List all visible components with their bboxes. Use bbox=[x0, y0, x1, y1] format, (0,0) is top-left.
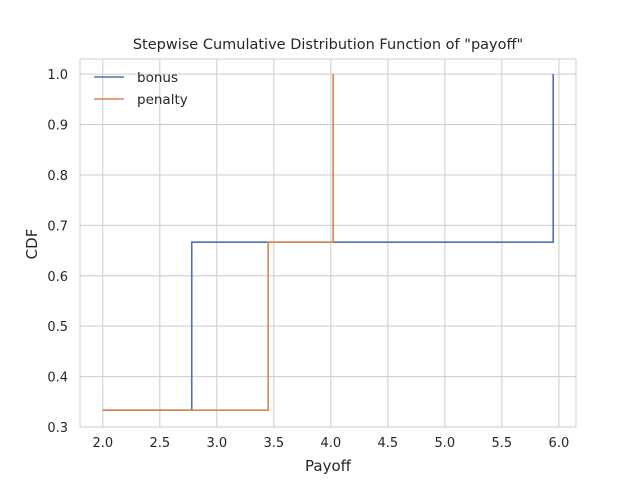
x-tick-label: 2.5 bbox=[149, 436, 170, 451]
tick-layer: 2.0 2.5 3.0 3.5 4.0 4.5 5.0 5.5 6.0 0.3 0.4 0.5 0.6 0… bbox=[47, 68, 569, 451]
legend: bonus penalty bbox=[94, 70, 188, 108]
y-tick-label: 0.9 bbox=[47, 119, 68, 134]
y-tick-label: 0.8 bbox=[47, 169, 68, 184]
legend-label-bonus: bonus bbox=[137, 70, 178, 86]
y-tick-label: 0.5 bbox=[47, 320, 68, 335]
x-tick-label: 6.0 bbox=[549, 436, 570, 451]
series-layer bbox=[102, 74, 555, 412]
x-tick-label: 3.0 bbox=[206, 436, 227, 451]
y-tick-label: 0.7 bbox=[47, 219, 68, 234]
chart-title: Stepwise Cumulative Distribution Functio… bbox=[133, 37, 523, 53]
y-tick-label: 0.4 bbox=[47, 371, 68, 386]
x-tick-label: 5.5 bbox=[492, 436, 513, 451]
y-axis-label: CDF bbox=[23, 229, 41, 260]
y-tick-label: 0.3 bbox=[47, 421, 68, 436]
series-line-penalty bbox=[102, 74, 334, 412]
x-tick-label: 5.0 bbox=[435, 436, 456, 451]
x-tick-label: 4.0 bbox=[321, 436, 342, 451]
plot-frame bbox=[79, 58, 577, 428]
x-tick-label: 4.5 bbox=[378, 436, 399, 451]
x-tick-label: 2.0 bbox=[92, 436, 113, 451]
x-tick-label: 3.5 bbox=[263, 436, 284, 451]
grid-layer bbox=[80, 59, 576, 428]
legend-label-penalty: penalty bbox=[137, 92, 188, 108]
y-tick-label: 1.0 bbox=[47, 68, 68, 83]
x-axis-label: Payoff bbox=[305, 457, 352, 475]
y-tick-label: 0.6 bbox=[47, 270, 68, 285]
